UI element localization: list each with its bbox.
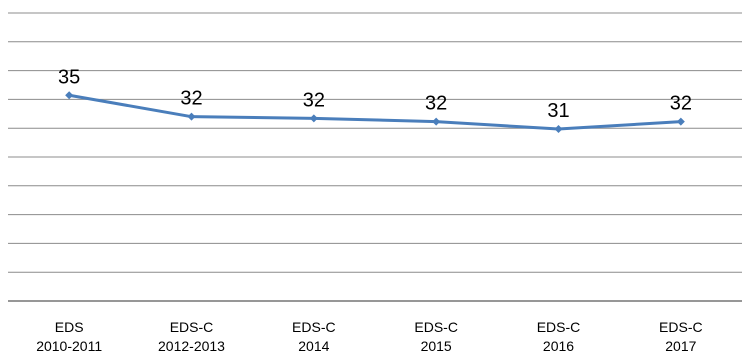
- x-tick-label: EDS-C 2012-2013: [158, 319, 225, 354]
- data-point-marker: [554, 125, 563, 134]
- x-tick-label: EDS-C 2015: [414, 319, 458, 354]
- data-label: 32: [670, 93, 692, 115]
- x-tick-label: EDS-C 2017: [659, 319, 703, 354]
- x-tick-labels: EDS 2010-2011 EDS-C 2012-2013 EDS-C 2014 EDS-C…: [36, 319, 702, 354]
- data-point-marker: [676, 117, 685, 126]
- data-labels: 35 32 32 32 31 32: [58, 66, 692, 122]
- data-point-marker: [309, 114, 318, 123]
- series-line: [67, 93, 683, 131]
- data-label: 32: [180, 88, 202, 110]
- series-layer: [65, 91, 685, 134]
- data-point-marker: [65, 91, 74, 100]
- data-label: 32: [425, 93, 447, 115]
- data-label: 32: [303, 89, 325, 111]
- data-point-marker: [187, 112, 196, 121]
- data-label: 31: [547, 100, 569, 122]
- x-tick-label: EDS-C 2014: [292, 319, 336, 354]
- gridlines: [8, 12, 742, 273]
- data-label: 35: [58, 66, 80, 88]
- x-tick-label: EDS-C 2016: [537, 319, 581, 354]
- x-tick-label: EDS 2010-2011: [36, 319, 102, 354]
- data-point-marker: [432, 117, 441, 126]
